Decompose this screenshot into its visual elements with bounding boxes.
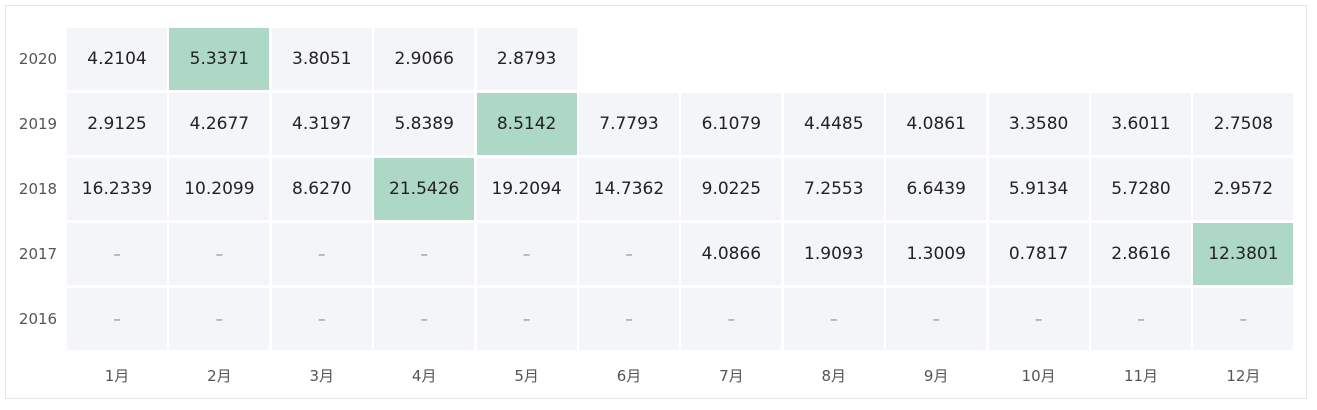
table-cell: 4.2677 <box>169 93 270 155</box>
table-cell: 3.3580 <box>988 93 1089 155</box>
table-cell: – <box>988 288 1089 350</box>
column-label: 6月 <box>616 366 642 385</box>
table-cell: – <box>169 288 270 350</box>
table-cell: – <box>1193 288 1294 350</box>
table-cell: – <box>67 288 167 350</box>
row-label: 2020 <box>18 50 58 68</box>
table-cell: – <box>579 288 679 350</box>
table-cell: 4.3197 <box>271 93 372 155</box>
table-cell: 4.2104 <box>67 28 167 90</box>
column-label: 7月 <box>719 366 744 385</box>
table-cell: 6.1079 <box>681 93 782 155</box>
table-cell: 10.2099 <box>169 158 270 220</box>
table-cell: 19.2094 <box>476 158 577 220</box>
table-cell: 9.0225 <box>681 158 782 220</box>
highlight-cell: 5.3371 <box>169 28 270 90</box>
table-cell: 7.2553 <box>783 158 884 220</box>
highlight-cell: 21.5426 <box>374 158 475 220</box>
column-label: 8月 <box>821 366 847 385</box>
highlight-cell: 8.5142 <box>476 93 577 155</box>
column-label: 4月 <box>411 366 437 385</box>
table-cell: 5.9134 <box>988 158 1089 220</box>
table-cell: 1.3009 <box>886 223 987 285</box>
column-label: 10月 <box>1021 366 1056 385</box>
table-cell: – <box>67 223 167 285</box>
table-cell: 1.9093 <box>783 223 884 285</box>
table-cell: – <box>374 223 475 285</box>
table-cell: 2.9125 <box>67 93 167 155</box>
table-frame <box>5 5 1307 399</box>
table-cell: 14.7362 <box>579 158 679 220</box>
table-cell: – <box>476 288 577 350</box>
table-cell: 7.7793 <box>579 93 679 155</box>
column-label: 2月 <box>207 366 232 385</box>
table-cell: 2.8793 <box>476 28 577 90</box>
table-cell: 4.0861 <box>886 93 987 155</box>
table-cell: 4.4485 <box>783 93 884 155</box>
table-cell: 2.9572 <box>1193 158 1294 220</box>
table-cell: 3.6011 <box>1091 93 1191 155</box>
table-cell: 2.7508 <box>1193 93 1294 155</box>
row-label: 2018 <box>18 180 58 198</box>
table-cell: – <box>374 288 475 350</box>
table-cell: – <box>271 288 372 350</box>
column-label: 9月 <box>923 366 949 385</box>
table-cell: – <box>579 223 679 285</box>
table-cell: 5.8389 <box>374 93 475 155</box>
column-label: 3月 <box>309 366 335 385</box>
row-label: 2019 <box>18 115 58 133</box>
table-cell: 4.0866 <box>681 223 782 285</box>
table-cell: 6.6439 <box>886 158 987 220</box>
table-cell: 3.8051 <box>271 28 372 90</box>
table-cell: 8.6270 <box>271 158 372 220</box>
table-cell: – <box>476 223 577 285</box>
column-label: 5月 <box>514 366 539 385</box>
table-cell: 16.2339 <box>67 158 167 220</box>
table-cell: 0.7817 <box>988 223 1089 285</box>
table-cell: – <box>1091 288 1191 350</box>
column-label: 11月 <box>1123 366 1159 385</box>
table-cell: – <box>886 288 987 350</box>
column-label: 1月 <box>104 366 130 385</box>
table-cell: – <box>271 223 372 285</box>
table-cell: 2.8616 <box>1091 223 1191 285</box>
column-label: 12月 <box>1226 366 1261 385</box>
table-cell: – <box>169 223 270 285</box>
table-cell: – <box>681 288 782 350</box>
row-label: 2017 <box>18 245 58 263</box>
highlight-cell: 12.3801 <box>1193 223 1294 285</box>
table-cell: 2.9066 <box>374 28 475 90</box>
table-cell: 5.7280 <box>1091 158 1191 220</box>
table-cell: – <box>783 288 884 350</box>
row-label: 2016 <box>18 310 58 328</box>
